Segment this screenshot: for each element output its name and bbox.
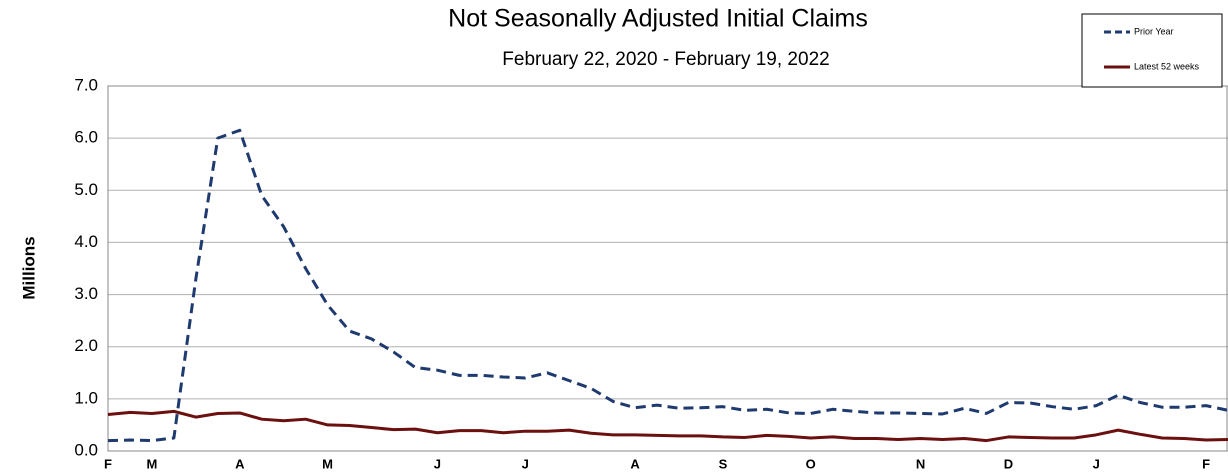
x-tick-label: M bbox=[322, 456, 333, 471]
y-tick-label: 4.0 bbox=[74, 232, 98, 251]
x-tick-label: F bbox=[1202, 456, 1210, 471]
y-tick-label: 6.0 bbox=[74, 128, 98, 147]
x-tick-label: O bbox=[806, 456, 816, 471]
x-tick-label: D bbox=[1004, 456, 1013, 471]
y-tick-label: 0.0 bbox=[74, 440, 98, 459]
x-tick-label: M bbox=[146, 456, 157, 471]
y-tick-label: 5.0 bbox=[74, 180, 98, 199]
x-tick-label: A bbox=[630, 456, 640, 471]
y-tick-label: 7.0 bbox=[74, 75, 98, 94]
x-tick-label: F bbox=[104, 456, 112, 471]
y-axis-label: Millions bbox=[19, 236, 38, 299]
legend-label: Latest 52 weeks bbox=[1134, 61, 1200, 71]
y-tick-label: 2.0 bbox=[74, 336, 98, 355]
x-tick-label: N bbox=[916, 456, 925, 471]
y-tick-label: 1.0 bbox=[74, 388, 98, 407]
series-line bbox=[107, 409, 1228, 443]
x-tick-label: J bbox=[1093, 456, 1100, 471]
x-tick-label: J bbox=[434, 456, 441, 471]
legend-label: Prior Year bbox=[1134, 26, 1174, 36]
plot-border bbox=[107, 85, 1228, 452]
y-tick-label: 3.0 bbox=[74, 284, 98, 303]
legend-box bbox=[1081, 13, 1223, 88]
series-line bbox=[107, 128, 1228, 443]
chart-title: Not Seasonally Adjusted Initial Claims bbox=[448, 5, 868, 33]
x-tick-label: A bbox=[235, 456, 245, 471]
x-tick-label: S bbox=[719, 456, 728, 471]
x-tick-label: J bbox=[522, 456, 529, 471]
chart-subtitle: February 22, 2020 - February 19, 2022 bbox=[502, 49, 829, 70]
